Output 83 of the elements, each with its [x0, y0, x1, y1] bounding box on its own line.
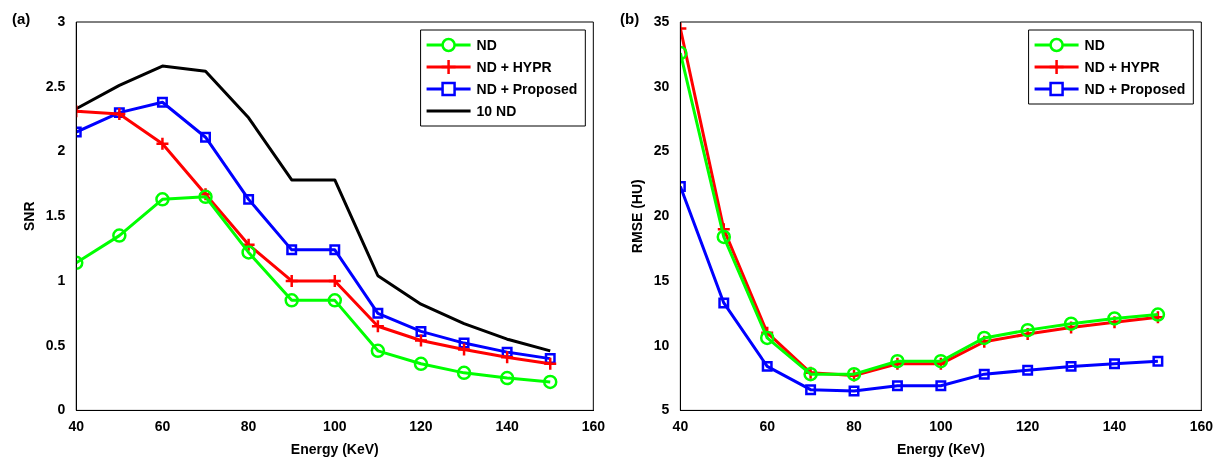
x-tick-label: 120: [409, 417, 433, 434]
point: [327, 293, 343, 308]
legend-label: ND + Proposed: [476, 80, 578, 97]
y-tick-label: 2.5: [45, 77, 66, 94]
point: [1109, 358, 1120, 370]
point: [155, 136, 170, 151]
y-tick-label: 2: [57, 142, 66, 159]
x-tick-label: 100: [929, 417, 953, 434]
point: [456, 342, 472, 357]
point: [327, 273, 343, 289]
x-tick-label: 160: [1189, 417, 1214, 434]
legend-label: ND + HYPR: [476, 58, 552, 75]
y-tick-label: 1: [57, 271, 66, 288]
point: [977, 330, 992, 346]
point: [542, 356, 558, 372]
point: [112, 228, 127, 243]
x-tick-label: 80: [846, 417, 863, 434]
point: [1022, 364, 1034, 376]
x-tick-label: 40: [672, 417, 689, 434]
text: (a): [12, 9, 31, 27]
x-tick-label: 120: [1015, 417, 1040, 434]
point: [329, 244, 341, 256]
point: [1152, 355, 1164, 367]
point: [848, 385, 860, 397]
y-axis-title: RMSE (HU): [629, 179, 646, 254]
point: [284, 293, 299, 308]
point: [759, 330, 775, 346]
x-tick-label: 60: [154, 417, 171, 434]
point: [718, 297, 730, 309]
y-tick-label: 20: [653, 207, 670, 224]
point: [1107, 311, 1122, 326]
legend-label: ND: [476, 36, 497, 53]
y-axis-title: SNR: [21, 201, 38, 231]
legend-label: ND + Proposed: [1084, 80, 1186, 97]
point: [200, 131, 212, 143]
point: [284, 273, 299, 289]
point: [1065, 360, 1077, 372]
point: [805, 384, 817, 396]
x-tick-label: 140: [495, 417, 520, 434]
point: [372, 307, 384, 319]
point: [370, 343, 386, 359]
point: [891, 380, 903, 392]
x-tick-label: 160: [581, 417, 606, 434]
y-tick-label: 10: [653, 336, 670, 353]
point: [1063, 316, 1079, 331]
point: [716, 229, 732, 245]
y-tick-label: 1.5: [45, 207, 66, 224]
y-tick-label: 3: [57, 12, 66, 29]
y-tick-label: 35: [653, 12, 670, 29]
point: [935, 380, 947, 392]
point: [542, 374, 558, 390]
point: [156, 96, 168, 108]
x-tick-label: 60: [759, 417, 776, 434]
x-axis-title: Energy (KeV): [290, 441, 379, 458]
point: [978, 368, 990, 380]
x-tick-label: 140: [1102, 417, 1127, 434]
x-axis-title: Energy (KeV): [896, 441, 985, 458]
y-tick-label: 25: [653, 142, 670, 159]
y-tick-label: 15: [653, 271, 670, 288]
x-tick-label: 100: [323, 417, 347, 434]
point: [243, 193, 255, 205]
point: [286, 244, 298, 256]
x-tick-label: 40: [68, 417, 85, 434]
point: [370, 319, 386, 334]
point: [456, 365, 472, 381]
y-tick-label: 5: [661, 401, 670, 418]
legend-label: ND + HYPR: [1084, 58, 1160, 75]
legend-label: ND: [1084, 36, 1105, 53]
point: [499, 370, 515, 386]
x-tick-label: 80: [240, 417, 257, 434]
point: [413, 356, 429, 372]
y-tick-label: 0: [57, 401, 66, 418]
point: [1020, 322, 1035, 338]
point: [413, 333, 429, 348]
point: [499, 350, 515, 365]
point: [241, 245, 256, 260]
y-tick-label: 0.5: [45, 336, 66, 353]
y-tick-label: 30: [653, 77, 670, 94]
legend-label: 10 ND: [476, 102, 517, 119]
point: [415, 325, 427, 337]
point: [761, 360, 773, 372]
point: [155, 192, 170, 207]
text: (b): [620, 9, 640, 27]
